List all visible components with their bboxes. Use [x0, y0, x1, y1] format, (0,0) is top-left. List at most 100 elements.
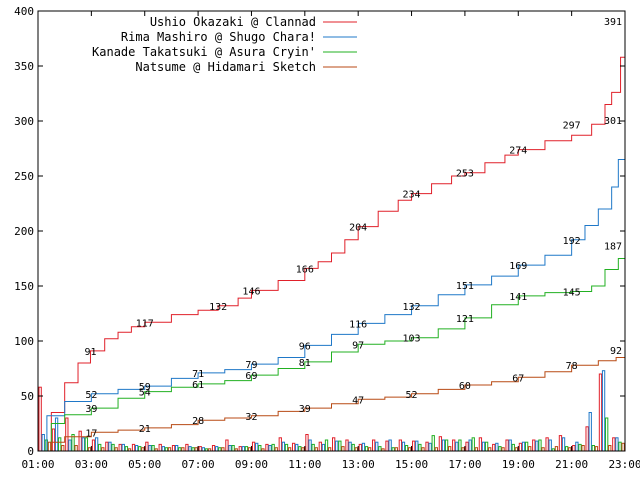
- histogram-bar: [298, 446, 302, 452]
- histogram-bar: [291, 442, 296, 452]
- data-label: 59: [139, 382, 151, 393]
- histogram-bar: [612, 437, 616, 452]
- data-label: 69: [245, 371, 257, 382]
- histogram-bar: [345, 439, 349, 452]
- histogram-bar: [124, 446, 129, 452]
- histogram-bar: [134, 445, 139, 452]
- data-label: 132: [209, 302, 227, 313]
- data-label: 301: [604, 116, 622, 127]
- histogram-bar: [318, 441, 322, 452]
- data-label: 79: [245, 360, 257, 371]
- histogram-bar: [458, 439, 462, 452]
- histogram-bar: [324, 439, 329, 452]
- histogram-bar: [438, 436, 443, 452]
- histogram-bar: [418, 443, 422, 452]
- series-line: [38, 349, 626, 452]
- histogram-bar: [161, 446, 165, 452]
- y-tick-label: 250: [14, 170, 34, 183]
- data-labels: 91 117 132 146 166 204 234 253 274 297 391 52 59 71 79…: [84, 17, 622, 439]
- histogram-bar: [554, 446, 559, 452]
- histogram-bar: [598, 373, 603, 452]
- histogram-bar: [84, 437, 89, 452]
- histogram-bar: [404, 445, 409, 452]
- histogram-bar: [65, 417, 69, 452]
- histogram-bar: [341, 446, 345, 452]
- histogram-bar: [305, 434, 309, 452]
- data-label: 192: [563, 236, 581, 247]
- series-line: [38, 20, 626, 452]
- data-label: 132: [403, 302, 421, 313]
- histogram-bar: [94, 437, 99, 452]
- histogram-bar: [532, 439, 536, 452]
- histogram-bar: [372, 439, 376, 452]
- histogram-bar: [145, 441, 149, 452]
- histogram-bar: [495, 442, 499, 452]
- y-tick-label: 150: [14, 280, 34, 293]
- data-label: 146: [242, 286, 260, 297]
- data-label: 52: [85, 390, 97, 401]
- histogram-bar: [211, 445, 216, 452]
- histogram-bar: [121, 443, 125, 452]
- legend-label: Kanade Takatsuki @ Asura Cryin': [92, 45, 316, 59]
- histogram-bar: [74, 445, 78, 452]
- histogram-bar: [271, 443, 275, 452]
- x-tick-label: 11:00: [288, 458, 321, 471]
- histogram-bar: [281, 441, 286, 452]
- x-tick-label: 03:00: [75, 458, 108, 471]
- histogram-bar: [364, 446, 369, 452]
- data-label: 39: [299, 404, 311, 415]
- histogram-bar: [594, 446, 599, 452]
- x-tick-label: 01:00: [21, 458, 54, 471]
- histogram-bar: [278, 437, 282, 452]
- histogram-bar: [605, 417, 609, 452]
- histogram-bar: [578, 443, 582, 452]
- histogram-bar: [41, 434, 45, 452]
- histogram-bar: [38, 386, 42, 452]
- y-tick-label: 0: [27, 445, 34, 458]
- histogram-bar: [481, 441, 486, 452]
- histogram-bar: [528, 446, 532, 452]
- series-lines: [38, 20, 626, 452]
- histogram-bar: [335, 440, 339, 452]
- series-line: [38, 119, 626, 452]
- data-label: 61: [192, 380, 204, 391]
- data-label: 52: [406, 390, 418, 401]
- histogram-bar: [158, 443, 162, 452]
- histogram-bar: [492, 443, 496, 452]
- histogram-bar: [401, 441, 406, 452]
- histogram-bar: [47, 441, 52, 452]
- data-label: 54: [139, 388, 151, 399]
- data-label: 28: [192, 416, 204, 427]
- histogram-bar: [621, 442, 625, 452]
- histogram-bar: [188, 446, 192, 452]
- data-label: 78: [566, 361, 578, 372]
- histogram-bar: [521, 441, 526, 452]
- data-label: 71: [192, 369, 204, 380]
- histogram-bar: [108, 441, 112, 452]
- histogram-bar: [468, 439, 472, 452]
- histogram-bar: [498, 446, 502, 452]
- histogram-bar: [241, 446, 246, 452]
- histogram-bar: [548, 439, 552, 452]
- histogram-bar: [198, 446, 202, 452]
- histogram-bar: [618, 441, 622, 452]
- histogram-bar: [321, 443, 326, 452]
- histogram-bar: [231, 445, 235, 452]
- data-label: 204: [349, 223, 367, 234]
- histogram-bar: [138, 446, 142, 452]
- histogram-bar: [601, 370, 606, 452]
- data-label: 187: [604, 241, 622, 252]
- histogram-bar: [151, 445, 155, 452]
- histogram-bar: [478, 437, 483, 452]
- legend-label: Natsume @ Hidamari Sketch: [135, 60, 316, 74]
- histogram-bar: [228, 445, 232, 452]
- histogram-bar: [558, 435, 563, 452]
- plot-frame: [37, 10, 626, 452]
- histogram-bar: [185, 443, 189, 452]
- histogram-bar: [441, 439, 446, 452]
- y-tick-label: 200: [14, 225, 34, 238]
- data-label: 103: [403, 334, 421, 345]
- legend-label: Rima Mashiro @ Shugo Chara!: [121, 30, 316, 44]
- histogram-bar: [591, 445, 595, 452]
